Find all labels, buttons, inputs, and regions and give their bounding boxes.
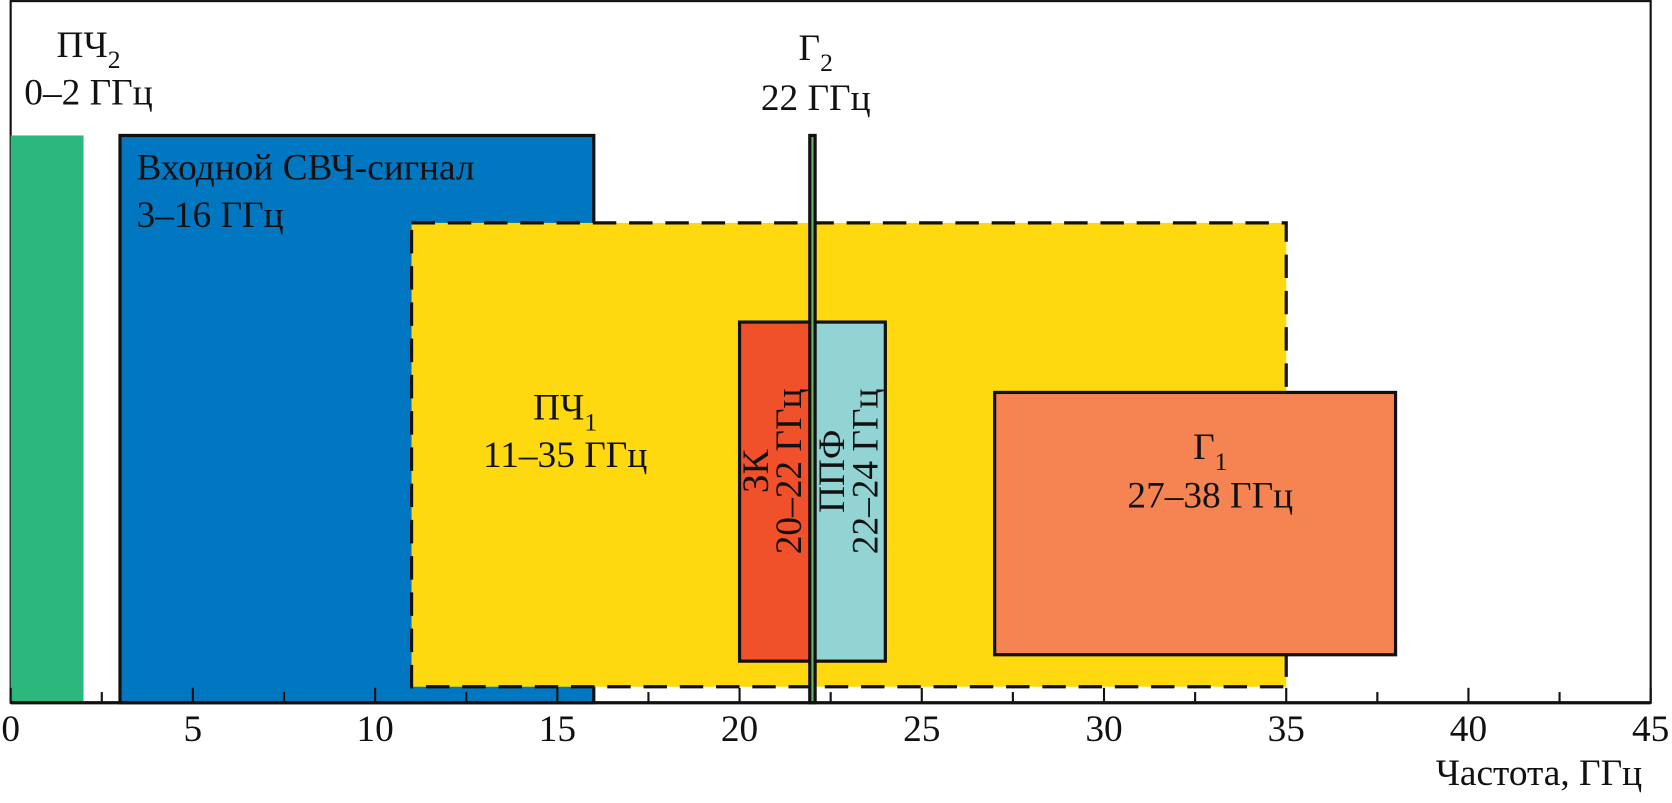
x-tick-label: 45 xyxy=(1632,709,1669,750)
band-name-text: ПЧ xyxy=(57,25,108,66)
x-tick-label: 15 xyxy=(539,709,576,750)
band-name: ПЧ1 xyxy=(533,387,597,437)
band xyxy=(810,320,887,663)
band-range: 20–22 ГГц xyxy=(769,388,810,554)
band-name: ППФ xyxy=(811,430,852,513)
band xyxy=(737,320,815,663)
x-tick-label: 30 xyxy=(1085,709,1122,750)
band-name-text: Г xyxy=(799,28,821,69)
band-range: 3–16 ГГц xyxy=(136,195,283,236)
band xyxy=(808,133,817,705)
band-name-text: ЗК xyxy=(736,448,777,493)
band-range: 27–38 ГГц xyxy=(1127,476,1293,517)
band-name-subscript: 2 xyxy=(108,45,121,74)
band-name-text: ППФ xyxy=(811,430,852,513)
band-name-subscript: 2 xyxy=(820,49,833,78)
band-name-text: ПЧ xyxy=(533,387,584,428)
band-name-subscript: 1 xyxy=(584,408,597,437)
band-range: 0–2 ГГц xyxy=(24,73,152,114)
x-tick-label: 5 xyxy=(184,709,203,750)
band-name-text: Г xyxy=(1193,427,1215,468)
band-name: Г2 xyxy=(799,28,833,78)
band-name: Г1 xyxy=(1193,427,1227,477)
band-name: ЗК xyxy=(736,448,777,493)
x-tick-label: 25 xyxy=(903,709,940,750)
band-range: 22–24 ГГц xyxy=(846,388,887,554)
x-tick-label: 40 xyxy=(1450,709,1487,750)
band xyxy=(10,135,84,703)
band-range: 22 ГГц xyxy=(761,78,871,119)
x-tick-label: 0 xyxy=(1,709,20,750)
x-tick-label: 35 xyxy=(1268,709,1305,750)
x-axis-label: Частота, ГГц xyxy=(1436,753,1642,794)
band-name-text: Входной СВЧ-сигнал xyxy=(136,147,474,188)
x-tick-label: 10 xyxy=(356,709,393,750)
band-name: Входной СВЧ-сигнал xyxy=(136,147,474,188)
band-name-subscript: 1 xyxy=(1215,447,1228,476)
band-range: 11–35 ГГц xyxy=(483,435,647,476)
x-tick-label: 20 xyxy=(721,709,758,750)
band-name: ПЧ2 xyxy=(57,25,121,75)
band xyxy=(993,390,1398,657)
